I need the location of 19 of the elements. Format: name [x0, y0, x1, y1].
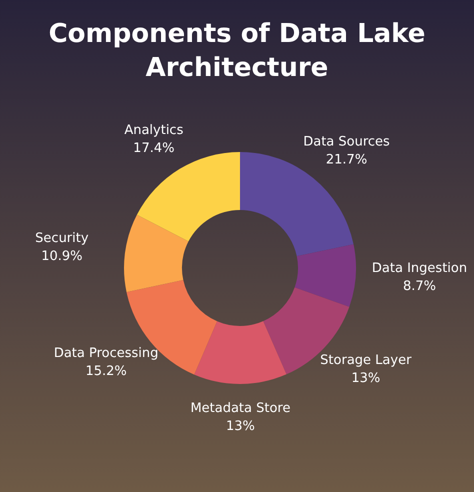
chart-title: Components of Data Lake Architecture	[48, 19, 426, 83]
slice-label: Security	[35, 231, 89, 246]
data-label: 10.9%	[41, 249, 83, 264]
slice-label: Metadata Store	[190, 401, 291, 416]
data-label: 13%	[351, 371, 380, 386]
slice-label: Data Sources	[303, 134, 390, 150]
data-label: 13%	[226, 419, 255, 434]
data-label: 15.2%	[85, 364, 127, 380]
donut-slice	[294, 244, 356, 307]
donut-slice	[194, 321, 286, 384]
slice-label: Data Processing	[54, 346, 158, 362]
slice-label: Data Ingestion	[372, 261, 468, 276]
slice-label: Storage Layer	[320, 353, 412, 368]
donut-slice	[124, 214, 188, 292]
donut-slice	[136, 152, 240, 242]
data-label: 17.4%	[133, 140, 174, 156]
data-label: 21.7%	[326, 152, 368, 168]
slice-label: Analytics	[124, 122, 184, 138]
data-label: 8.7%	[403, 279, 436, 294]
